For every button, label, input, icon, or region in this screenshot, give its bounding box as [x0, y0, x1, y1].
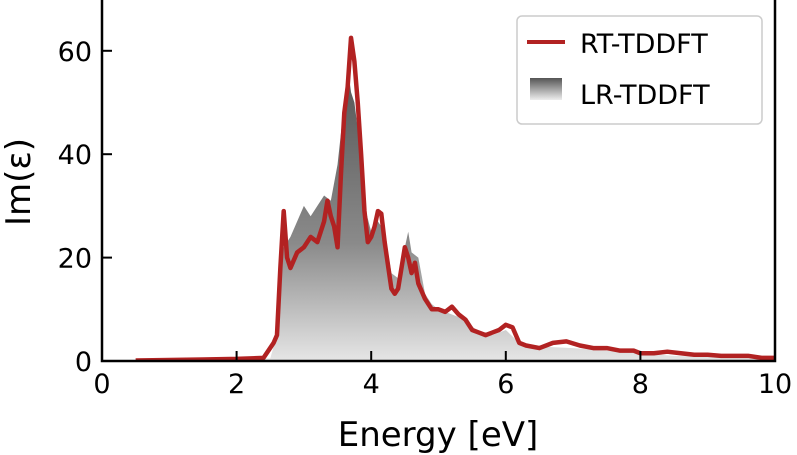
legend-rt-label: RT-TDDFT — [580, 29, 708, 60]
y-tick-label: 60 — [58, 37, 92, 68]
x-tick-label: 0 — [93, 369, 110, 400]
legend-lr-label: LR-TDDFT — [580, 80, 710, 111]
y-tick-label: 20 — [58, 244, 92, 275]
x-tick-label: 8 — [632, 369, 649, 400]
x-axis-label: Energy [eV] — [338, 415, 539, 455]
lr-tddft-area — [135, 66, 775, 361]
legend-lr-patch-icon — [530, 78, 562, 100]
x-tick-label: 6 — [497, 369, 514, 400]
rt-tddft-line — [135, 35, 775, 361]
y-axis-label: Im(ε) — [0, 138, 39, 226]
x-tick-label: 10 — [758, 369, 792, 400]
legend: RT-TDDFT LR-TDDFT — [516, 15, 763, 125]
y-tick-label: 0 — [75, 347, 92, 378]
legend-box — [516, 15, 763, 125]
y-axis-ticks: 0 20 40 60 — [58, 37, 112, 378]
x-tick-label: 2 — [228, 369, 245, 400]
x-tick-label: 4 — [363, 369, 380, 400]
y-tick-label: 40 — [58, 140, 92, 171]
axes-frame — [100, 0, 777, 363]
plot-area — [135, 35, 775, 361]
x-axis-ticks: 0 2 4 6 8 10 — [93, 351, 792, 400]
